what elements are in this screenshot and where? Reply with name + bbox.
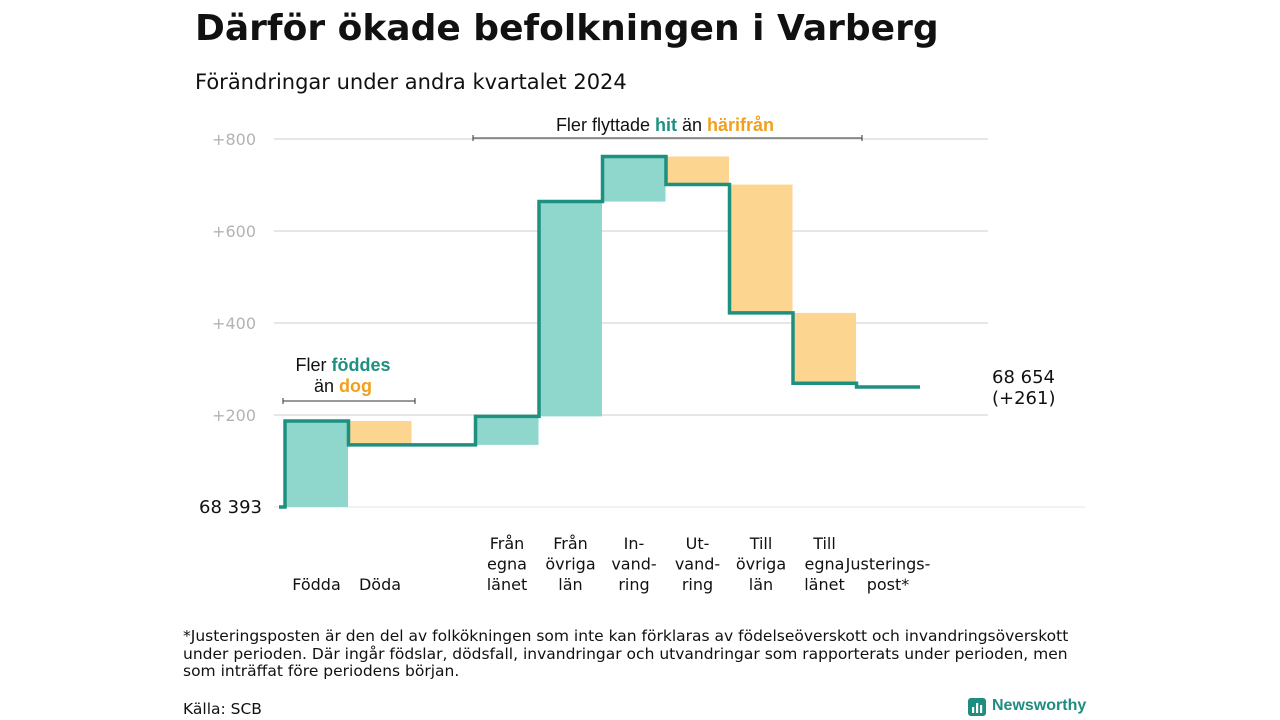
- bar-decrease: [348, 420, 412, 445]
- category-label: länet: [487, 575, 528, 594]
- category-label: Till: [749, 534, 773, 553]
- category-label: län: [749, 575, 773, 594]
- bars: [285, 156, 856, 507]
- y-tick-label: +200: [212, 406, 256, 425]
- step-line-path: [279, 154, 920, 509]
- y-tick-label: +400: [212, 314, 256, 333]
- step-line: [279, 154, 920, 509]
- category-label: övriga: [736, 555, 786, 574]
- waterfall-chart: +200+400+600+800 Födda DödaFrånegnalänetF…: [199, 115, 1085, 594]
- category-label: Födda: [292, 575, 341, 594]
- bar-decrease: [666, 156, 729, 185]
- annotation-span: Fler flyttade: [556, 115, 655, 135]
- annotation-span: härifrån: [707, 115, 774, 135]
- y-axis-ticks: +200 +400 +600 +800: [212, 130, 256, 425]
- annotation-text: Fler flyttade hit än härifrån: [556, 115, 774, 135]
- category-labels: Födda DödaFrånegnalänetFrånövrigalänIn-va…: [292, 534, 930, 594]
- annotation-span: än: [314, 376, 339, 396]
- category-label: Till: [812, 534, 836, 553]
- bar-increase: [285, 420, 348, 507]
- bar-increase: [475, 416, 539, 445]
- category-label: egna: [487, 555, 527, 574]
- category-label: vand-: [675, 555, 720, 574]
- bar-increase: [539, 201, 602, 417]
- bar-decrease: [793, 312, 856, 384]
- category-label: länet: [804, 575, 845, 594]
- annotation-text: än dog: [314, 376, 372, 396]
- logo-text: Newsworthy: [992, 697, 1087, 714]
- bar-increase: [602, 156, 666, 202]
- category-label: ring: [682, 575, 713, 594]
- end-value-label: 68 654: [992, 367, 1055, 388]
- category-label: Justerings-: [845, 555, 931, 574]
- chart-subtitle: Förändringar under andra kvartalet 2024: [195, 70, 627, 94]
- start-value-label: 68 393: [199, 497, 262, 518]
- end-value-label: (+261): [992, 388, 1055, 409]
- category-label: post*: [867, 575, 910, 594]
- category-label: Från: [553, 534, 588, 553]
- bar-decrease: [729, 184, 793, 313]
- annotation-span: hit: [655, 115, 677, 135]
- annotation-span: Fler: [295, 355, 331, 375]
- category-label: vand-: [611, 555, 656, 574]
- category-label: ring: [618, 575, 649, 594]
- annotation-span: dog: [339, 376, 372, 396]
- end-labels: 68 393 68 654(+261): [199, 367, 1055, 518]
- category-label: övriga: [545, 555, 595, 574]
- category-label: Från: [490, 534, 525, 553]
- category-label: län: [558, 575, 582, 594]
- newsworthy-logo: Newsworthy: [968, 696, 1086, 716]
- annotation-span: föddes: [331, 355, 390, 375]
- bar-chart-icon: [968, 698, 986, 716]
- y-tick-label: +800: [212, 130, 256, 149]
- annotation-text: Fler föddes: [295, 355, 390, 375]
- category-label: In-: [624, 534, 645, 553]
- chart-title: Därför ökade befolkningen i Varberg: [195, 8, 939, 49]
- y-tick-label: +600: [212, 222, 256, 241]
- category-label: egna: [805, 555, 845, 574]
- grid-lines: [274, 138, 1085, 508]
- category-label: Döda: [359, 575, 401, 594]
- footnote: *Justeringsposten är den del av folkökni…: [183, 627, 1069, 680]
- source-label: Källa: SCB: [183, 700, 262, 718]
- category-label: Ut-: [686, 534, 710, 553]
- annotation-span: än: [677, 115, 707, 135]
